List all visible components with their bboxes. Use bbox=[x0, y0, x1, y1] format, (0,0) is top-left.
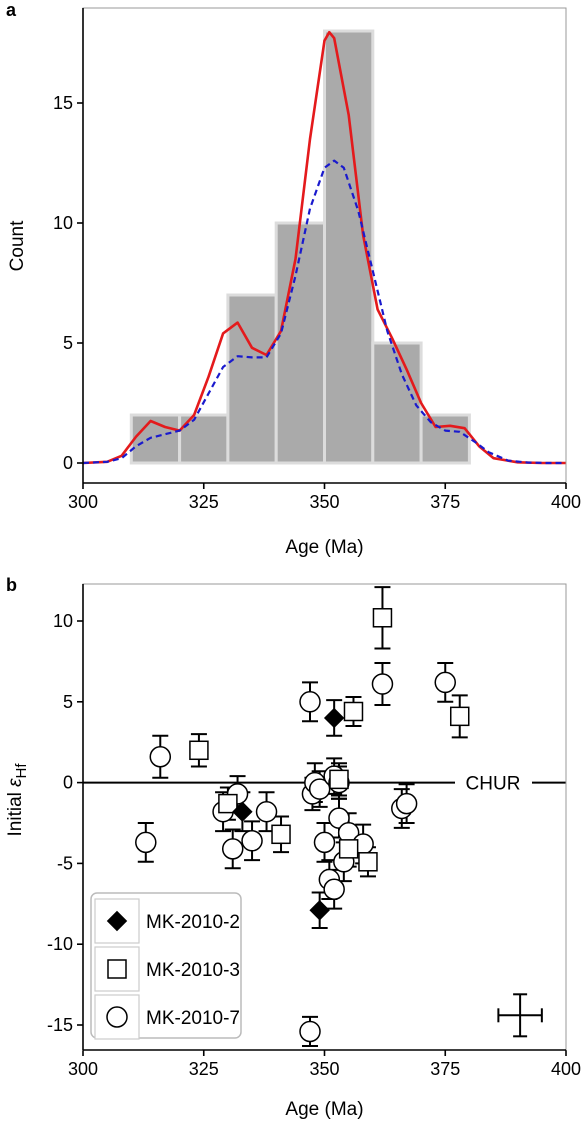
x-tick-label: 400 bbox=[551, 1059, 581, 1079]
histogram-bar bbox=[419, 413, 471, 465]
histogram-bar bbox=[274, 221, 327, 465]
legend-marker-square bbox=[107, 959, 127, 979]
data-point-diamond bbox=[232, 801, 253, 822]
data-point-circle bbox=[149, 745, 172, 768]
data-point-circle bbox=[299, 691, 321, 713]
y-axis-title: Initial εHf bbox=[5, 763, 30, 837]
data-point-square bbox=[343, 701, 364, 722]
data-point-square bbox=[372, 608, 393, 628]
data-point-square bbox=[271, 824, 291, 845]
chur-label: CHUR bbox=[466, 774, 521, 795]
legend-label: MK-2010-3 bbox=[146, 960, 240, 981]
data-point-circle bbox=[434, 671, 456, 694]
y-axis-title-epsilon: ε bbox=[5, 778, 26, 787]
data-point-square bbox=[449, 706, 470, 727]
data-point-diamond bbox=[309, 900, 330, 921]
legend-marker-circle bbox=[106, 1006, 128, 1028]
y-tick-label: 5 bbox=[63, 333, 73, 353]
legend-label: MK-2010-7 bbox=[146, 1008, 240, 1029]
panel-a-letter: a bbox=[6, 0, 17, 20]
legend-marker-diamond bbox=[106, 910, 128, 932]
data-point-circle bbox=[371, 673, 394, 695]
y-tick-label: 5 bbox=[63, 692, 73, 712]
data-point-diamond bbox=[323, 707, 345, 729]
y-tick-label: 10 bbox=[53, 611, 73, 631]
data-point-circle bbox=[255, 800, 278, 823]
x-axis-title: Age (Ma) bbox=[285, 537, 363, 558]
legend-label: MK-2010-2 bbox=[146, 912, 240, 933]
x-tick-label: 375 bbox=[430, 1059, 460, 1079]
density-curve-solid bbox=[82, 30, 566, 465]
x-tick-label: 350 bbox=[309, 1059, 339, 1079]
density-curve-dashed bbox=[82, 159, 566, 465]
data-point-square bbox=[338, 839, 359, 859]
scatter-panel: -15 -10 -5 0 5 10 300 325 350 375 400 CHUR MK-2010-2… bbox=[5, 583, 581, 1120]
data-point-circle bbox=[313, 831, 336, 854]
panel-b-letter: b bbox=[6, 575, 17, 595]
x-tick-label: 325 bbox=[189, 1059, 219, 1079]
data-point-circle bbox=[135, 831, 157, 854]
x-tick-label: 300 bbox=[68, 492, 98, 512]
y-axis-title-subscript: Hf bbox=[13, 763, 30, 779]
data-point-circle bbox=[395, 792, 418, 815]
y-tick-label: 10 bbox=[53, 213, 73, 233]
histogram-panel: 300 325 350 375 400 0 5 10 15 Age (Ma) Count bbox=[7, 7, 581, 558]
y-tick-label: -10 bbox=[47, 934, 73, 954]
y-tick-label: 0 bbox=[63, 453, 73, 473]
y-axis-title: Count bbox=[7, 220, 28, 271]
y-axis-title-text: Initial bbox=[5, 787, 26, 837]
data-point-square bbox=[358, 852, 378, 872]
x-tick-label: 400 bbox=[551, 492, 581, 512]
data-point-circle bbox=[221, 838, 244, 860]
x-tick-label: 325 bbox=[189, 492, 219, 512]
y-tick-label: -15 bbox=[47, 1015, 73, 1035]
histogram-bar bbox=[226, 293, 278, 465]
data-point-circle bbox=[299, 1020, 321, 1043]
x-tick-label: 375 bbox=[430, 492, 460, 512]
x-axis-title: Age (Ma) bbox=[285, 1099, 363, 1120]
data-point-circle bbox=[241, 830, 263, 852]
x-tick-label: 300 bbox=[68, 1059, 98, 1079]
x-tick-label: 350 bbox=[309, 492, 339, 512]
y-tick-label: 15 bbox=[53, 93, 73, 113]
y-tick-label: 0 bbox=[63, 773, 73, 793]
data-point-square bbox=[189, 740, 209, 761]
data-point-square bbox=[218, 793, 238, 814]
data-point-circle bbox=[323, 878, 345, 901]
y-tick-label: -5 bbox=[57, 853, 73, 873]
data-point-square bbox=[329, 769, 349, 790]
